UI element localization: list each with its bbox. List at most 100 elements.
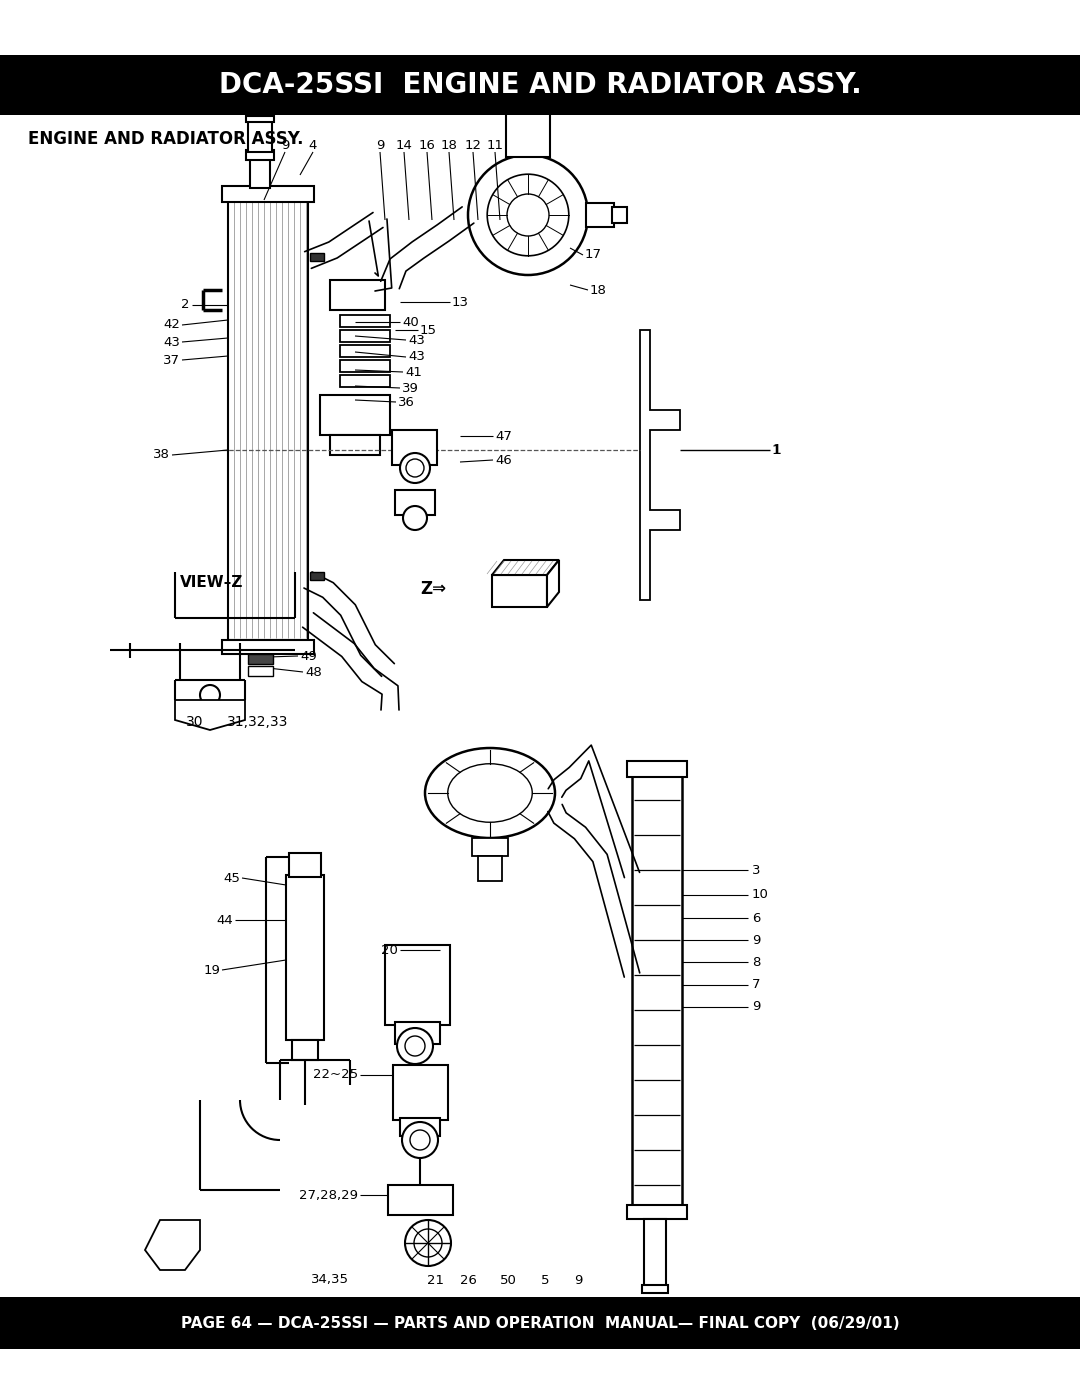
Text: PAGE 64 — DCA-25SSI — PARTS AND OPERATION  MANUAL— FINAL COPY  (06/29/01): PAGE 64 — DCA-25SSI — PARTS AND OPERATIO…	[180, 1316, 900, 1330]
Bar	[392, 430, 437, 465]
Bar	[340, 360, 390, 372]
Text: 18: 18	[590, 284, 607, 296]
Text: 1: 1	[772, 443, 781, 457]
Text: 19: 19	[203, 964, 220, 977]
Text: 8: 8	[752, 956, 760, 968]
Bar	[320, 395, 390, 434]
Circle shape	[200, 685, 220, 705]
Text: 20: 20	[381, 943, 399, 957]
Text: 41: 41	[405, 366, 422, 379]
Text: 47: 47	[495, 429, 512, 443]
Bar	[510, 87, 546, 102]
Bar	[249, 158, 270, 189]
Text: 21: 21	[427, 1274, 444, 1287]
Text: 49: 49	[300, 650, 316, 662]
Circle shape	[414, 1229, 442, 1257]
Bar	[388, 1185, 453, 1215]
Polygon shape	[640, 330, 680, 599]
Text: 11: 11	[486, 138, 503, 152]
Text: 45: 45	[224, 872, 240, 884]
Bar	[286, 875, 324, 1039]
Text: ENGINE AND RADIATOR ASSY.: ENGINE AND RADIATOR ASSY.	[28, 130, 303, 148]
Circle shape	[397, 1028, 433, 1065]
Text: 16: 16	[419, 138, 435, 152]
Bar	[478, 856, 502, 882]
Text: 6: 6	[752, 911, 760, 925]
Text: 43: 43	[408, 334, 424, 346]
Text: 30: 30	[186, 715, 204, 729]
Circle shape	[507, 194, 549, 236]
Circle shape	[406, 460, 424, 476]
Circle shape	[405, 1037, 426, 1056]
Bar	[0, 54, 1080, 115]
Text: 9: 9	[281, 138, 289, 152]
Polygon shape	[492, 560, 559, 576]
Ellipse shape	[426, 747, 555, 838]
Bar	[330, 279, 384, 310]
Text: 26: 26	[460, 1274, 476, 1287]
Text: 9: 9	[376, 138, 384, 152]
Bar	[246, 149, 274, 161]
Text: DCA-25SSI  ENGINE AND RADIATOR ASSY.: DCA-25SSI ENGINE AND RADIATOR ASSY.	[218, 71, 862, 99]
Bar	[248, 666, 273, 676]
Bar	[0, 1296, 1080, 1350]
Circle shape	[410, 1130, 430, 1150]
Bar	[492, 576, 546, 608]
Circle shape	[400, 453, 430, 483]
Text: 3: 3	[752, 863, 760, 876]
Bar	[586, 203, 615, 226]
Bar	[222, 186, 314, 203]
Bar	[642, 1285, 669, 1294]
Text: 44: 44	[216, 914, 233, 926]
Bar	[644, 1220, 666, 1287]
Bar	[222, 640, 314, 654]
Bar	[289, 854, 321, 877]
Bar	[627, 761, 687, 777]
Circle shape	[468, 155, 588, 275]
Text: 9: 9	[752, 933, 760, 947]
Text: 34,35: 34,35	[311, 1274, 349, 1287]
Bar	[248, 120, 272, 152]
Bar	[228, 200, 308, 640]
Text: 1: 1	[772, 443, 781, 457]
Text: VIEW–Z: VIEW–Z	[180, 576, 243, 590]
Bar	[513, 70, 543, 89]
Bar	[246, 116, 274, 122]
Text: 10: 10	[752, 888, 769, 901]
Bar	[340, 374, 390, 387]
Bar	[340, 330, 390, 342]
Bar	[632, 775, 681, 1206]
Text: 12: 12	[464, 138, 482, 152]
Bar	[310, 571, 324, 580]
Bar	[393, 1065, 448, 1120]
Text: 5: 5	[541, 1274, 550, 1287]
Polygon shape	[145, 1220, 200, 1270]
Text: 27,28,29: 27,28,29	[299, 1189, 357, 1201]
Bar	[612, 207, 627, 224]
Bar	[330, 434, 380, 455]
Text: 40: 40	[402, 316, 419, 328]
Circle shape	[403, 506, 427, 529]
Text: 37: 37	[163, 353, 180, 366]
Text: 2: 2	[181, 299, 190, 312]
Text: 50: 50	[500, 1274, 516, 1287]
Text: 39: 39	[402, 381, 419, 394]
Bar	[507, 101, 550, 156]
Polygon shape	[175, 700, 245, 731]
Text: 43: 43	[408, 351, 424, 363]
Bar	[292, 1039, 318, 1060]
Bar	[395, 1023, 440, 1044]
Text: 14: 14	[395, 138, 413, 152]
Ellipse shape	[448, 764, 532, 823]
Text: 36: 36	[399, 395, 415, 408]
Text: 13: 13	[453, 296, 469, 309]
Text: 42: 42	[163, 319, 180, 331]
Text: Z⇒: Z⇒	[420, 580, 446, 598]
Bar	[395, 490, 435, 515]
Text: 7: 7	[752, 978, 760, 992]
Bar	[310, 253, 324, 261]
Text: 31,32,33: 31,32,33	[227, 715, 288, 729]
Text: 17: 17	[585, 249, 602, 261]
Bar	[472, 838, 508, 856]
Text: 46: 46	[495, 454, 512, 467]
